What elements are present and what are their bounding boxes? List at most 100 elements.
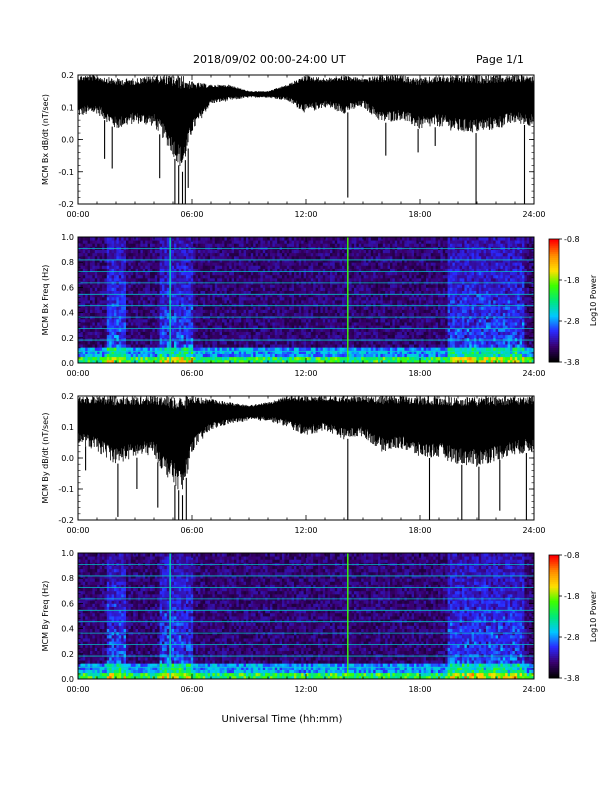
- spectrogram-cell: [140, 277, 144, 282]
- spectrogram-cell: [234, 243, 237, 247]
- spectrogram-cell: [318, 240, 321, 244]
- spectrogram-cell: [198, 340, 201, 345]
- spectrogram-cell: [109, 344, 112, 348]
- spectrogram-cell: [248, 277, 252, 282]
- spectrogram-cell: [205, 356, 208, 361]
- spectrogram-cell: [150, 347, 153, 351]
- spectrogram-cell: [366, 318, 369, 323]
- spectrogram-cell: [171, 300, 175, 304]
- spectrogram-cell: [174, 240, 177, 244]
- spectrogram-cell: [217, 359, 220, 364]
- spectrogram-cell: [308, 344, 312, 348]
- spectrogram-cell: [104, 290, 108, 295]
- spectrogram-cell: [202, 274, 206, 279]
- spectrogram-cell: [109, 312, 112, 317]
- spectrogram-cell: [82, 296, 86, 301]
- spectrogram-cell: [344, 334, 348, 339]
- spectrogram-cell: [121, 284, 124, 288]
- spectrogram-cell: [176, 344, 180, 348]
- spectrogram-cell: [159, 287, 163, 291]
- spectrogram-cell: [260, 240, 264, 244]
- spectrogram-cell: [198, 284, 201, 288]
- spectrogram-cell: [349, 277, 352, 282]
- spectrogram-cell: [118, 240, 122, 244]
- spectrogram-cell: [241, 249, 244, 254]
- spectrogram-cell: [270, 344, 273, 348]
- spectrogram-cell: [200, 255, 204, 260]
- spectrogram-cell: [260, 296, 264, 301]
- spectrogram-cell: [265, 277, 268, 282]
- spectrogram-cell: [310, 325, 314, 329]
- spectrogram-cell: [178, 318, 182, 323]
- spectrogram-cell: [181, 252, 184, 257]
- spectrogram-cell: [238, 359, 242, 364]
- spectrogram-cell: [298, 252, 302, 257]
- spectrogram-cell: [363, 259, 367, 263]
- spectrogram-cell: [267, 262, 271, 266]
- spectrogram-cell: [224, 309, 228, 313]
- spectrogram-cell: [162, 337, 165, 342]
- spectrogram-cell: [238, 318, 242, 323]
- spectrogram-cell: [306, 290, 309, 295]
- spectrogram-cell: [361, 296, 364, 301]
- spectrogram-cell: [361, 303, 364, 307]
- spectrogram-cell: [258, 287, 261, 291]
- spectrogram-cell: [176, 284, 180, 288]
- spectrogram-cell: [205, 237, 208, 241]
- spectrogram-cell: [82, 255, 86, 260]
- spectrogram-cell: [200, 243, 204, 247]
- spectrogram-cell: [351, 350, 355, 354]
- spectrogram-cell: [255, 328, 259, 332]
- spectrogram-cell: [270, 353, 273, 358]
- spectrogram-cell: [296, 353, 300, 358]
- spectrogram-cell: [224, 252, 228, 257]
- spectrogram-cell: [171, 296, 175, 301]
- spectrogram-cell: [354, 306, 357, 310]
- spectrogram-cell: [330, 350, 333, 354]
- spectrogram-cell: [224, 287, 228, 291]
- spectrogram-cell: [315, 347, 319, 351]
- spectrogram-cell: [361, 309, 364, 313]
- spectrogram-cell: [296, 284, 300, 288]
- spectrogram-cell: [150, 337, 153, 342]
- spectrogram-cell: [255, 303, 259, 307]
- spectrogram-cell: [106, 262, 110, 266]
- spectrogram-cell: [241, 243, 244, 247]
- spectrogram-cell: [294, 347, 297, 351]
- spectrogram-cell: [308, 240, 312, 244]
- spectrogram-cell: [272, 340, 276, 345]
- spectrogram-cell: [186, 277, 189, 282]
- spectrogram-cell: [92, 237, 96, 241]
- y-tick-label-0-0: 0.2: [61, 71, 74, 80]
- spectrogram-cell: [306, 340, 309, 345]
- spectrogram-cell: [291, 243, 295, 247]
- spectrogram-cell: [322, 309, 326, 313]
- spectrogram-cell: [135, 290, 139, 295]
- spectrogram-cell: [210, 303, 213, 307]
- spectrogram-cell: [195, 277, 199, 282]
- spectrogram-cell: [284, 293, 288, 298]
- spectrogram-cell: [306, 312, 309, 317]
- spectrogram-cell: [142, 268, 146, 273]
- spectrogram-cell: [320, 265, 324, 269]
- spectrogram-cell: [195, 271, 199, 276]
- spectrogram-cell: [97, 312, 100, 317]
- spectrogram-cell: [104, 359, 108, 364]
- spectrogram-cell: [181, 265, 184, 269]
- spectrogram-cell: [301, 303, 304, 307]
- spectrogram-cell: [267, 325, 271, 329]
- spectrogram-cell: [118, 318, 122, 323]
- spectrogram-cell: [229, 318, 232, 323]
- spectrogram-cell: [255, 271, 259, 276]
- spectrogram-cell: [327, 306, 331, 310]
- spectrogram-cell: [174, 237, 177, 241]
- spectrogram-cell: [135, 337, 139, 342]
- spectrogram-cell: [262, 334, 266, 339]
- spectrogram-cell: [301, 331, 304, 336]
- spectrogram-cell: [236, 255, 240, 260]
- spectrogram-cell: [85, 284, 88, 288]
- spectrogram-cell: [116, 334, 120, 339]
- spectrogram-cell: [202, 262, 206, 266]
- spectrogram-cell: [313, 318, 316, 323]
- spectrogram-cell: [231, 322, 235, 326]
